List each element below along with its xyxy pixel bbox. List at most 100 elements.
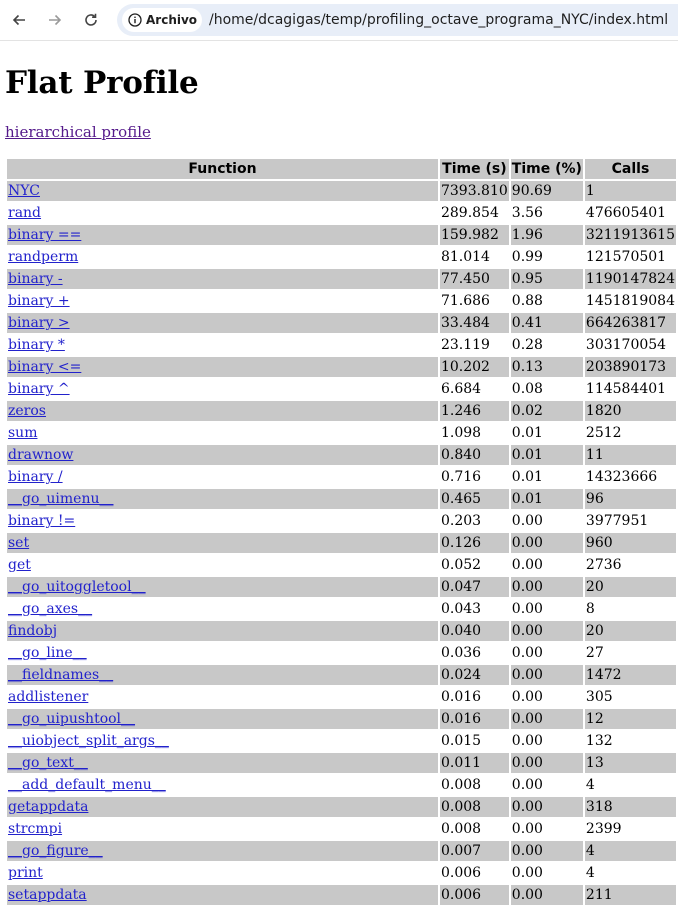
time-cell: 159.982 [439,225,509,245]
table-row: findobj 0.040 0.00 20 [7,621,676,641]
time-pct-cell: 0.00 [510,797,583,817]
function-link[interactable]: rand [8,205,42,221]
table-row: binary + 71.686 0.88 1451819084 [7,291,676,311]
function-link[interactable]: binary * [8,337,65,353]
function-link[interactable]: __go_uimenu__ [8,491,114,507]
function-link[interactable]: binary ^ [8,381,70,397]
arrow-right-icon [49,14,62,26]
function-cell: __add_default_menu__ [7,775,438,795]
function-link[interactable]: sum [8,425,38,441]
calls-cell: 2512 [584,423,676,443]
time-cell: 0.840 [439,445,509,465]
function-link[interactable]: addlistener [8,689,89,705]
time-cell: 0.015 [439,731,509,751]
time-pct-cell: 0.01 [510,423,583,443]
calls-cell: 2736 [584,555,676,575]
table-row: __uiobject_split_args__ 0.015 0.00 132 [7,731,676,751]
function-link[interactable]: __go_figure__ [8,843,103,859]
forward-button[interactable] [42,7,68,33]
calls-cell: 3211913615 [584,225,676,245]
time-pct-cell: 0.00 [510,577,583,597]
function-link[interactable]: binary + [8,293,70,309]
table-row: __go_uipushtool__ 0.016 0.00 12 [7,709,676,729]
address-bar[interactable]: Archivo /home/dcagigas/temp/profiling_oc… [117,4,678,36]
hierarchical-profile-link[interactable]: hierarchical profile [5,123,151,141]
function-cell: __go_figure__ [7,841,438,861]
time-pct-cell: 0.00 [510,687,583,707]
function-link[interactable]: NYC [8,183,40,199]
function-link[interactable]: __go_uipushtool__ [8,711,136,727]
calls-cell: 20 [584,577,676,597]
table-row: strcmpi 0.008 0.00 2399 [7,819,676,839]
function-link[interactable]: print [8,865,43,881]
browser-toolbar: Archivo /home/dcagigas/temp/profiling_oc… [0,0,678,41]
function-link[interactable]: __add_default_menu__ [8,777,166,793]
time-pct-cell: 0.01 [510,445,583,465]
table-row: __go_axes__ 0.043 0.00 8 [7,599,676,619]
function-link[interactable]: binary - [8,271,63,287]
function-link[interactable]: __go_text__ [8,755,88,771]
table-row: getappdata 0.008 0.00 318 [7,797,676,817]
function-link[interactable]: strcmpi [8,821,63,837]
function-link[interactable]: zeros [8,403,46,419]
table-row: binary == 159.982 1.96 3211913615 [7,225,676,245]
function-link[interactable]: findobj [8,623,58,639]
function-link[interactable]: __go_line__ [8,645,87,661]
url-text[interactable]: /home/dcagigas/temp/profiling_octave_pro… [209,12,669,28]
function-link[interactable]: set [8,535,30,551]
function-link[interactable]: binary == [8,227,82,243]
time-pct-cell: 0.02 [510,401,583,421]
back-button[interactable] [6,7,32,33]
calls-cell: 4 [584,775,676,795]
function-cell: __go_uimenu__ [7,489,438,509]
site-info-chip[interactable]: Archivo [122,8,202,32]
function-cell: strcmpi [7,819,438,839]
function-cell: getappdata [7,797,438,817]
function-cell: binary - [7,269,438,289]
function-link[interactable]: binary <= [8,359,82,375]
function-cell: addlistener [7,687,438,707]
time-pct-cell: 0.00 [510,511,583,531]
time-pct-cell: 1.96 [510,225,583,245]
function-cell: __go_uipushtool__ [7,709,438,729]
function-link[interactable]: getappdata [8,799,89,815]
function-link[interactable]: __go_uitoggletool__ [8,579,146,595]
function-link[interactable]: randperm [8,249,79,265]
function-link[interactable]: binary / [8,469,63,485]
function-cell: __uiobject_split_args__ [7,731,438,751]
time-cell: 0.043 [439,599,509,619]
time-cell: 1.246 [439,401,509,421]
calls-cell: 303170054 [584,335,676,355]
function-link[interactable]: __go_axes__ [8,601,93,617]
site-info-label: Archivo [146,13,198,27]
function-link[interactable]: get [8,557,31,573]
function-cell: binary > [7,313,438,333]
time-cell: 0.008 [439,819,509,839]
reload-icon [85,13,97,26]
calls-cell: 3977951 [584,511,676,531]
calls-cell: 2399 [584,819,676,839]
reload-button[interactable] [78,7,104,33]
time-pct-cell: 0.41 [510,313,583,333]
calls-cell: 203890173 [584,357,676,377]
function-link[interactable]: setappdata [8,887,87,903]
time-cell: 0.007 [439,841,509,861]
table-row: drawnow 0.840 0.01 11 [7,445,676,465]
table-row: __go_figure__ 0.007 0.00 4 [7,841,676,861]
function-cell: drawnow [7,445,438,465]
time-cell: 0.008 [439,775,509,795]
calls-cell: 305 [584,687,676,707]
function-cell: set [7,533,438,553]
function-link[interactable]: binary != [8,513,76,529]
function-link[interactable]: binary > [8,315,70,331]
function-cell: binary != [7,511,438,531]
function-link[interactable]: __fieldnames__ [8,667,114,683]
function-link[interactable]: drawnow [8,447,74,463]
calls-cell: 20 [584,621,676,641]
time-cell: 0.047 [439,577,509,597]
time-pct-cell: 0.00 [510,665,583,685]
function-link[interactable]: __uiobject_split_args__ [8,733,169,749]
function-cell: print [7,863,438,883]
calls-cell: 1 [584,181,676,201]
time-cell: 0.011 [439,753,509,773]
